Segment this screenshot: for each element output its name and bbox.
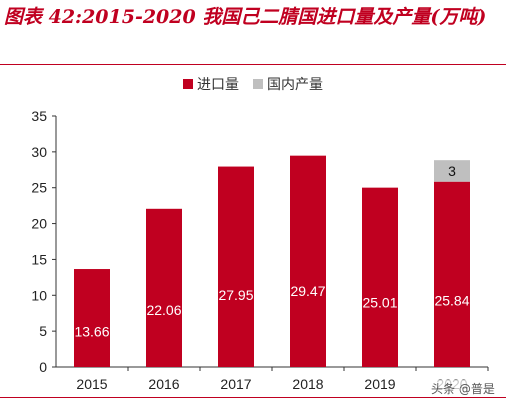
y-tick-label: 25 xyxy=(31,180,47,196)
data-label-import: 13.66 xyxy=(74,324,109,340)
bar-import xyxy=(362,187,398,367)
y-tick-label: 35 xyxy=(31,108,47,124)
x-tick-label: 2015 xyxy=(76,376,107,392)
y-tick-label: 15 xyxy=(31,251,47,267)
bar-import xyxy=(290,155,326,367)
legend-swatch-domestic xyxy=(253,79,263,89)
legend: 进口量 国内产量 xyxy=(0,74,506,94)
legend-item-import: 进口量 xyxy=(183,74,239,94)
bar-import xyxy=(74,269,110,367)
data-label-domestic: 3 xyxy=(448,163,456,179)
y-tick-label: 5 xyxy=(39,323,47,339)
bar-import xyxy=(218,166,254,367)
legend-swatch-import xyxy=(183,79,193,89)
y-tick-label: 0 xyxy=(39,359,47,375)
x-tick-label: 2016 xyxy=(148,376,179,392)
bottom-divider xyxy=(0,397,506,398)
y-tick-label: 20 xyxy=(31,216,47,232)
title-divider xyxy=(0,64,506,65)
chart-title: 图表 42:2015-2020 我国己二腈国进口量及产量(万吨) xyxy=(4,6,487,28)
y-tick-label: 30 xyxy=(31,144,47,160)
x-tick-label: 2018 xyxy=(292,376,323,392)
data-label-import: 29.47 xyxy=(290,283,325,299)
data-label-import: 25.01 xyxy=(362,294,397,310)
bar-import xyxy=(434,181,470,367)
data-label-import: 25.84 xyxy=(434,292,469,308)
data-label-import: 27.95 xyxy=(218,287,253,303)
data-label-import: 22.06 xyxy=(146,302,181,318)
legend-label-import: 进口量 xyxy=(197,77,239,93)
bar-import xyxy=(146,208,182,367)
bar-domestic xyxy=(434,160,470,182)
y-tick-label: 10 xyxy=(31,287,47,303)
x-tick-label: 2017 xyxy=(220,376,251,392)
x-tick-label: 2019 xyxy=(364,376,395,392)
watermark: 头条 @普是 xyxy=(428,380,498,397)
legend-label-domestic: 国内产量 xyxy=(267,77,323,93)
legend-item-domestic: 国内产量 xyxy=(253,74,323,94)
